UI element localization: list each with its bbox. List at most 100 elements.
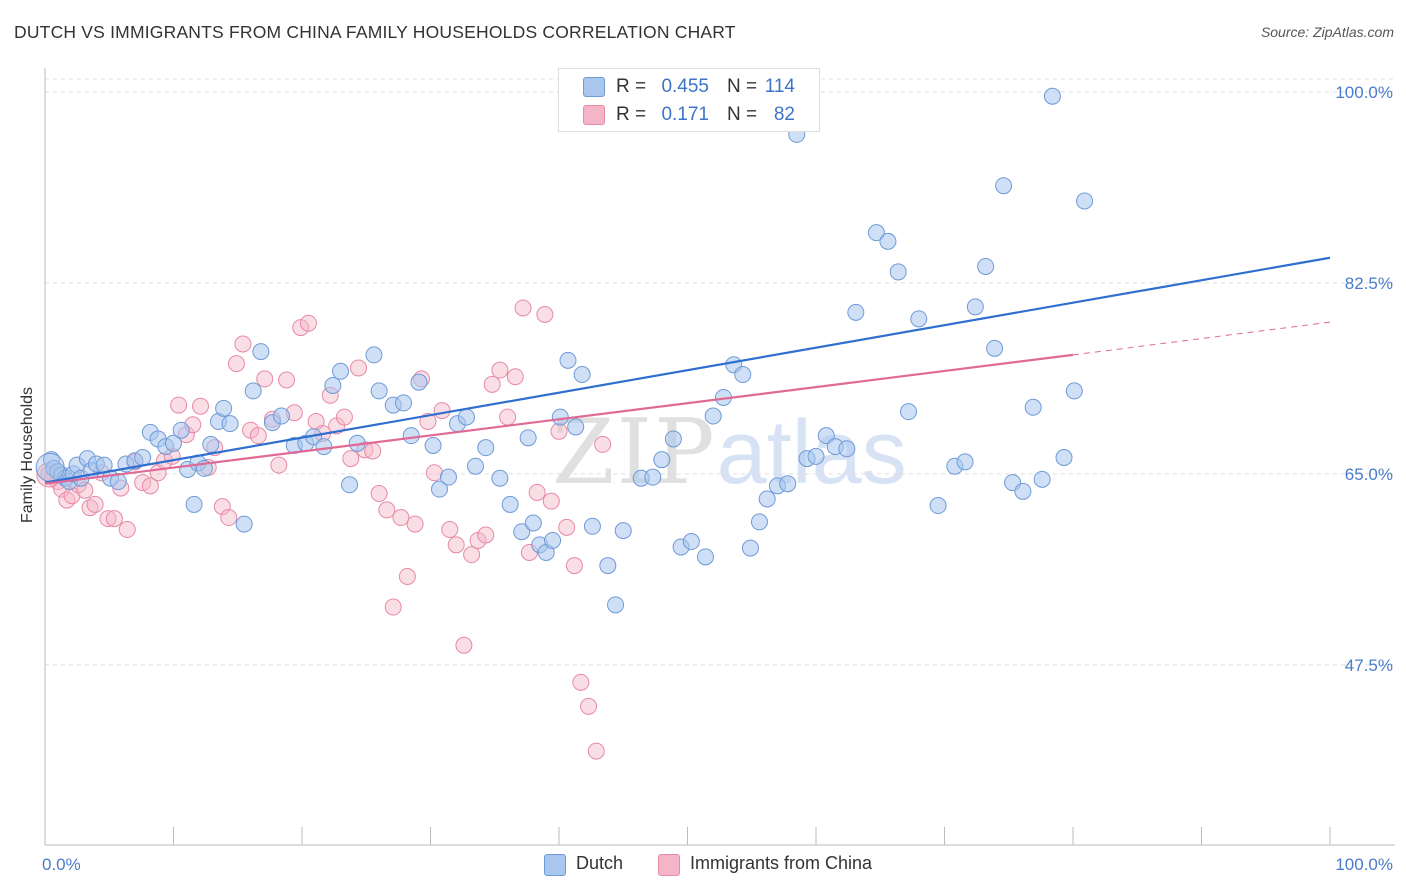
china-point (99, 510, 117, 528)
dutch-point (1024, 398, 1042, 416)
china-point (406, 515, 424, 533)
china-point (364, 442, 382, 460)
dutch-point (165, 434, 182, 452)
legend-n-value: 114 (764, 76, 795, 97)
dutch-point (215, 399, 233, 417)
dutch-point (332, 362, 350, 380)
dutch-point (986, 339, 1004, 357)
dutch-point (324, 376, 342, 394)
china-point (170, 396, 188, 414)
legend-r-label: R = (616, 104, 647, 125)
dutch-point (817, 427, 835, 445)
china-point (565, 557, 583, 575)
dutch-point (838, 440, 856, 458)
dutch-point (134, 449, 152, 466)
dutch-point (682, 533, 700, 551)
china-point (514, 299, 532, 317)
china-point (220, 509, 238, 527)
china-point (342, 450, 360, 468)
dutch-point (929, 497, 947, 515)
legend-r-value: 0.455 (661, 76, 709, 97)
watermark: ZIPatlas (552, 400, 907, 505)
china-point (558, 518, 576, 536)
dutch-point (750, 513, 768, 531)
tick-labels: 47.5% 65.0% 82.5% 100.0% 0.0% 100.0% (42, 83, 1393, 874)
dutch-series (35, 87, 1094, 614)
chart-title: DUTCH VS IMMIGRANTS FROM CHINA FAMILY HO… (14, 22, 736, 42)
dutch-point (370, 382, 388, 400)
dutch-point (900, 403, 918, 421)
china-series (36, 93, 619, 760)
legend-swatch-china (583, 105, 605, 125)
trend-lines (44, 256, 1331, 485)
china-point (234, 335, 252, 353)
dutch-point (519, 429, 537, 447)
dutch-point (410, 373, 428, 391)
dutch-point (1076, 192, 1094, 210)
y-tick-label: 47.5% (1345, 656, 1393, 675)
dutch-point (607, 596, 625, 614)
dutch-point (272, 407, 290, 425)
china-point (335, 408, 353, 426)
dutch-point (501, 495, 519, 513)
dutch-point (779, 475, 797, 493)
dutch-point (599, 557, 617, 575)
china-point (572, 673, 590, 691)
china-point (419, 412, 437, 430)
dutch-point (1055, 449, 1073, 466)
dutch-point (664, 430, 682, 448)
dutch-point (524, 514, 542, 532)
dutch-trend-line (44, 256, 1331, 484)
dutch-point (758, 490, 776, 508)
legend-r-label: R = (616, 76, 647, 97)
axes (44, 68, 1395, 846)
legend-n-label: N = (727, 104, 758, 125)
china-point (213, 498, 231, 516)
y-tick-label: 82.5% (1345, 274, 1393, 293)
dutch-point (341, 476, 359, 494)
gridlines (45, 78, 1395, 666)
china-point (278, 371, 296, 389)
bottom-legend-swatch-china (658, 854, 680, 876)
dutch-point (966, 298, 984, 316)
dutch-point (889, 263, 907, 281)
china-point (594, 435, 612, 453)
dutch-point (35, 452, 65, 482)
china-point (191, 397, 209, 415)
dutch-point (1014, 482, 1032, 500)
dutch-point (202, 435, 220, 453)
bottom-legend-swatch-dutch (544, 854, 566, 876)
legend-n-label: N = (727, 76, 758, 97)
dutch-point (491, 469, 509, 487)
dutch-point (741, 539, 759, 557)
china-point (550, 422, 568, 440)
dutch-point (956, 453, 974, 471)
x-tick-label: 100.0% (1335, 855, 1393, 874)
china-point (86, 495, 104, 513)
dutch-point (910, 310, 928, 328)
china-point (227, 355, 245, 373)
dutch-point (513, 523, 531, 541)
dutch-point (704, 407, 722, 425)
china-point (463, 546, 481, 564)
legend-swatch-dutch (583, 77, 605, 97)
bottom-legend: Dutch Immigrants from China (0, 852, 1406, 878)
dutch-point (551, 408, 569, 426)
china-point (81, 499, 99, 517)
china-point (292, 319, 310, 337)
china-point (447, 536, 465, 554)
legend-row-china: R = 0.171 N = 82 (559, 101, 819, 129)
china-point (141, 477, 159, 495)
china-point (350, 359, 368, 377)
china-point (256, 370, 274, 388)
dutch-point (653, 451, 671, 469)
x-tick-label: 0.0% (42, 855, 81, 874)
dutch-point (567, 418, 585, 436)
legend-r-value: 0.171 (661, 104, 709, 125)
china-point (455, 636, 473, 654)
dutch-point (457, 408, 475, 426)
dutch-point (544, 531, 562, 549)
dutch-point (559, 351, 577, 369)
dutch-point (235, 515, 253, 533)
